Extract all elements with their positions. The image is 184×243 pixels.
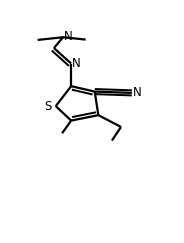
Text: S: S [45, 100, 52, 113]
Text: N: N [72, 57, 81, 70]
Text: N: N [132, 86, 141, 99]
Text: N: N [64, 30, 73, 43]
